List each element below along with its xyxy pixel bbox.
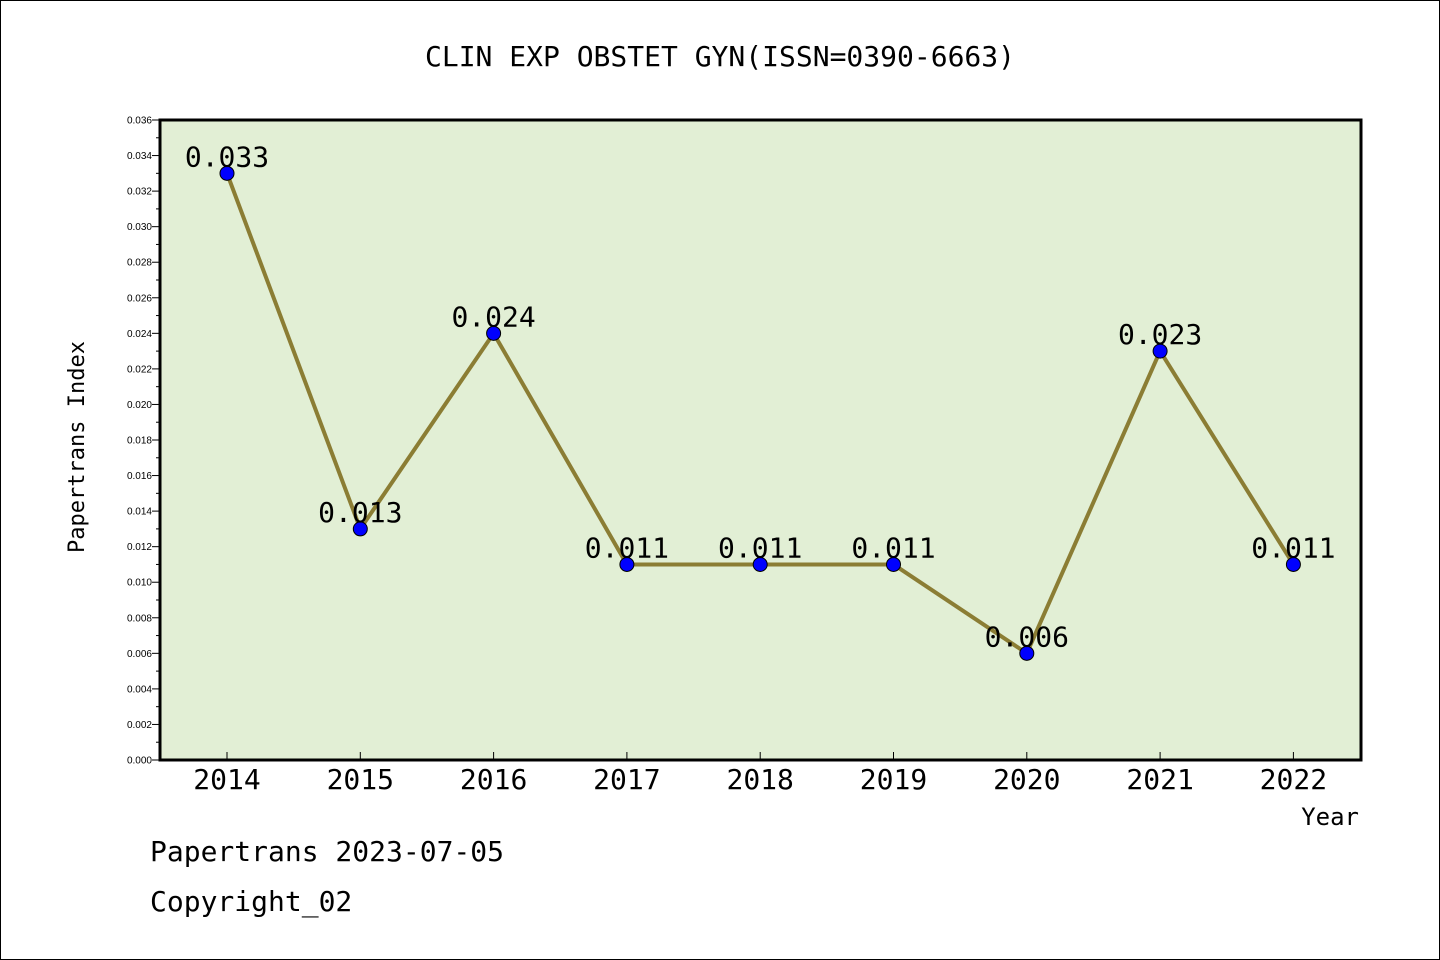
y-tick-label: 0.018	[127, 436, 152, 447]
y-axis-label: Papertrans Index	[65, 341, 90, 553]
data-point	[352, 521, 368, 537]
x-tick-label: 2014	[193, 763, 260, 796]
x-tick-label: 2017	[593, 763, 660, 796]
data-point	[886, 556, 901, 572]
data-label: 0.013	[318, 496, 402, 529]
series: 0.033 0.013 0.024 0.011 0.011 0.011 0.006 0.023…	[185, 140, 1336, 661]
x-axis: 2014 2015 2016 2017 2018 2019 2020 2021 2022	[193, 752, 1327, 796]
data-label: 0.023	[1118, 318, 1202, 351]
y-tick-label: 0.012	[127, 542, 152, 553]
data-label: 0.011	[718, 531, 802, 564]
x-tick-label: 2016	[460, 763, 527, 796]
data-point	[1019, 645, 1035, 661]
data-point	[486, 325, 502, 341]
y-tick-label: 0.008	[127, 613, 152, 624]
data-label: 0.011	[1251, 531, 1335, 564]
y-axis: 0.000 0.002 0.004 0.006 0.008 0.010 0.012 0.014…	[127, 116, 160, 767]
y-tick-label: 0.030	[127, 222, 152, 233]
y-tick-label: 0.036	[127, 116, 152, 127]
data-label: 0.033	[185, 140, 269, 173]
footer-date: Papertrans 2023-07-05	[150, 835, 505, 868]
data-label: 0.024	[451, 300, 535, 333]
x-tick-label: 2022	[1260, 763, 1327, 796]
x-tick-label: 2020	[993, 763, 1060, 796]
y-tick-label: 0.020	[127, 400, 152, 411]
y-tick-label: 0.004	[127, 684, 152, 695]
data-point	[219, 165, 235, 181]
x-tick-label: 2018	[726, 763, 793, 796]
y-tick-label: 0.032	[127, 187, 152, 198]
data-label: 0.006	[985, 620, 1069, 653]
x-axis-label: Year	[1301, 803, 1359, 831]
plot-area	[158, 118, 1363, 762]
x-tick-label: 2021	[1126, 763, 1193, 796]
y-tick-label: 0.024	[127, 329, 152, 340]
chart-title: CLIN EXP OBSTET GYN(ISSN=0390-6663)	[425, 40, 1015, 73]
data-point	[1152, 343, 1168, 359]
y-tick-label: 0.002	[127, 720, 152, 731]
data-point	[619, 556, 635, 572]
y-tick-label: 0.026	[127, 293, 152, 304]
y-tick-label: 0.000	[127, 756, 152, 767]
y-tick-label: 0.028	[127, 258, 152, 269]
y-tick-label: 0.010	[127, 578, 152, 589]
data-label: 0.011	[585, 531, 669, 564]
x-tick-label: 2015	[327, 763, 394, 796]
y-tick-label: 0.016	[127, 471, 152, 482]
y-tick-label: 0.034	[127, 151, 152, 162]
data-label: 0.011	[851, 531, 935, 564]
x-tick-label: 2019	[860, 763, 927, 796]
data-point	[752, 556, 768, 572]
y-tick-label: 0.006	[127, 649, 152, 660]
data-point	[1285, 556, 1301, 572]
y-tick-label: 0.022	[127, 364, 152, 375]
footer-copyright: Copyright_02	[150, 885, 353, 918]
y-tick-label: 0.014	[127, 507, 152, 518]
